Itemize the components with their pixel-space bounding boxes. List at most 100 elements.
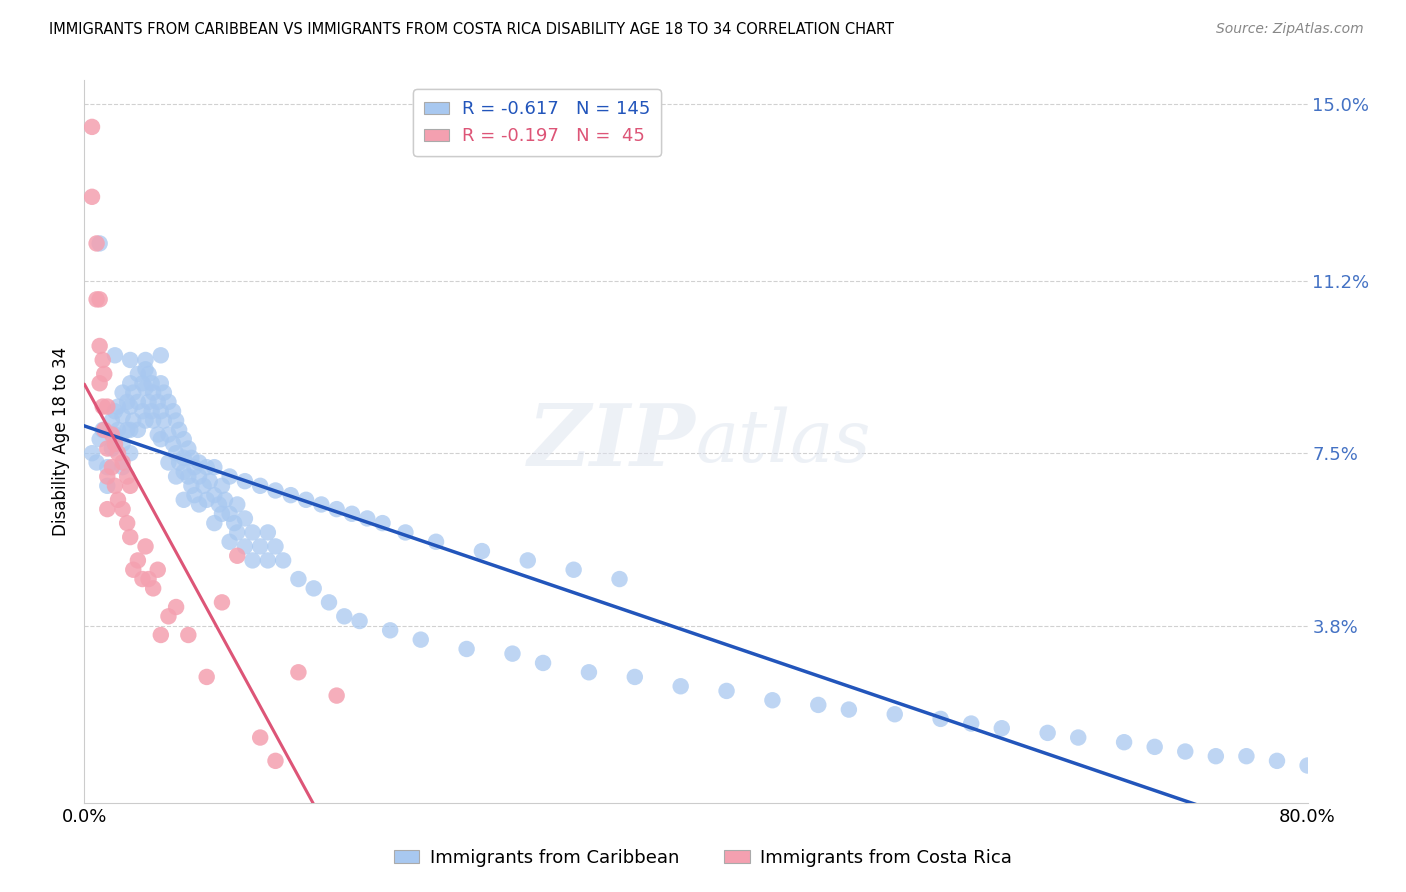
Point [242, 525, 264, 540]
Point [122, 385, 145, 400]
Point [89, 236, 111, 251]
Point [202, 488, 225, 502]
Point [111, 385, 134, 400]
Point [233, 474, 256, 488]
Point [86, 293, 108, 307]
Point [127, 395, 149, 409]
Point [333, 609, 356, 624]
Point [131, 404, 153, 418]
Point [177, 469, 200, 483]
Point [669, 679, 692, 693]
Point [264, 483, 287, 498]
Point [111, 460, 134, 475]
Point [104, 404, 127, 418]
Point [502, 647, 524, 661]
Point [218, 534, 240, 549]
Point [208, 498, 231, 512]
Point [211, 507, 233, 521]
Point [761, 693, 783, 707]
Point [149, 628, 172, 642]
Point [609, 572, 631, 586]
Point [929, 712, 952, 726]
Point [287, 665, 309, 680]
Point [127, 553, 149, 567]
Point [135, 413, 157, 427]
Point [162, 437, 184, 451]
Point [165, 413, 187, 427]
Point [115, 423, 138, 437]
Point [153, 413, 176, 427]
Point [180, 450, 202, 465]
Point [96, 442, 118, 456]
Point [89, 376, 111, 391]
Point [120, 423, 142, 437]
Point [173, 450, 195, 465]
Point [157, 427, 180, 442]
Point [356, 511, 378, 525]
Point [257, 553, 280, 567]
Point [218, 507, 240, 521]
Point [146, 563, 169, 577]
Point [578, 665, 600, 680]
Point [883, 707, 905, 722]
Point [716, 684, 738, 698]
Point [562, 563, 585, 577]
Point [211, 479, 233, 493]
Point [264, 540, 287, 554]
Point [157, 609, 180, 624]
Point [224, 516, 246, 530]
Point [624, 670, 647, 684]
Point [264, 754, 287, 768]
Point [142, 385, 165, 400]
Point [226, 525, 249, 540]
Point [165, 600, 187, 615]
Point [311, 498, 333, 512]
Point [157, 395, 180, 409]
Text: Source: ZipAtlas.com: Source: ZipAtlas.com [1216, 22, 1364, 37]
Point [107, 423, 129, 437]
Point [115, 395, 138, 409]
Point [127, 423, 149, 437]
Point [149, 348, 172, 362]
Point [93, 367, 115, 381]
Point [516, 553, 538, 567]
Point [120, 530, 142, 544]
Point [86, 236, 108, 251]
Point [195, 492, 218, 507]
Point [318, 595, 340, 609]
Point [188, 498, 211, 512]
Point [96, 460, 118, 475]
Point [91, 400, 114, 414]
Point [1143, 739, 1166, 754]
Point [249, 540, 271, 554]
Point [138, 367, 160, 381]
Point [142, 582, 165, 596]
Point [1036, 726, 1059, 740]
Point [141, 376, 163, 391]
Point [177, 628, 200, 642]
Legend: R = -0.617   N = 145, R = -0.197   N =  45: R = -0.617 N = 145, R = -0.197 N = 45 [413, 89, 661, 156]
Point [394, 525, 416, 540]
Point [138, 572, 160, 586]
Point [226, 498, 249, 512]
Point [188, 456, 211, 470]
Point [80, 120, 103, 134]
Point [202, 516, 225, 530]
Point [165, 446, 187, 460]
Point [86, 456, 108, 470]
Point [146, 395, 169, 409]
Point [120, 446, 142, 460]
Text: IMMIGRANTS FROM CARIBBEAN VS IMMIGRANTS FROM COSTA RICA DISABILITY AGE 18 TO 34 : IMMIGRANTS FROM CARIBBEAN VS IMMIGRANTS … [49, 22, 894, 37]
Point [104, 348, 127, 362]
Point [991, 721, 1014, 735]
Point [131, 572, 153, 586]
Point [96, 400, 118, 414]
Point [1296, 758, 1319, 772]
Point [409, 632, 432, 647]
Point [167, 456, 190, 470]
Point [149, 432, 172, 446]
Point [149, 404, 172, 418]
Point [325, 689, 347, 703]
Point [226, 549, 249, 563]
Point [142, 413, 165, 427]
